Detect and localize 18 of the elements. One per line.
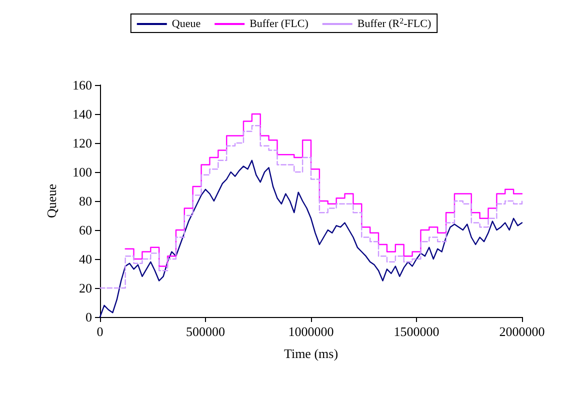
- x-tick-label: 2000000: [499, 324, 545, 339]
- y-tick-label: 20: [79, 280, 92, 296]
- x-tick-label: 0: [96, 324, 104, 339]
- legend-label: Queue: [172, 18, 201, 30]
- legend-label: Buffer (FLC): [250, 18, 309, 30]
- y-tick-label: 40: [79, 252, 92, 266]
- y-axis-title: Queue: [44, 184, 59, 218]
- y-tick-label: 0: [86, 310, 92, 324]
- y-tick-label: 60: [79, 222, 92, 238]
- y-tick-label: 140: [72, 106, 92, 122]
- x-tick-label: 1000000: [288, 324, 334, 339]
- x-tick-label: 500000: [186, 324, 225, 339]
- y-tick-label: 80: [79, 194, 92, 208]
- y-tick-label: 120: [72, 136, 92, 150]
- y-tick-label: 100: [72, 164, 92, 180]
- x-axis-title: Time (ms): [284, 346, 338, 361]
- x-tick-label: 1500000: [394, 324, 440, 339]
- y-tick-label: 160: [72, 78, 92, 92]
